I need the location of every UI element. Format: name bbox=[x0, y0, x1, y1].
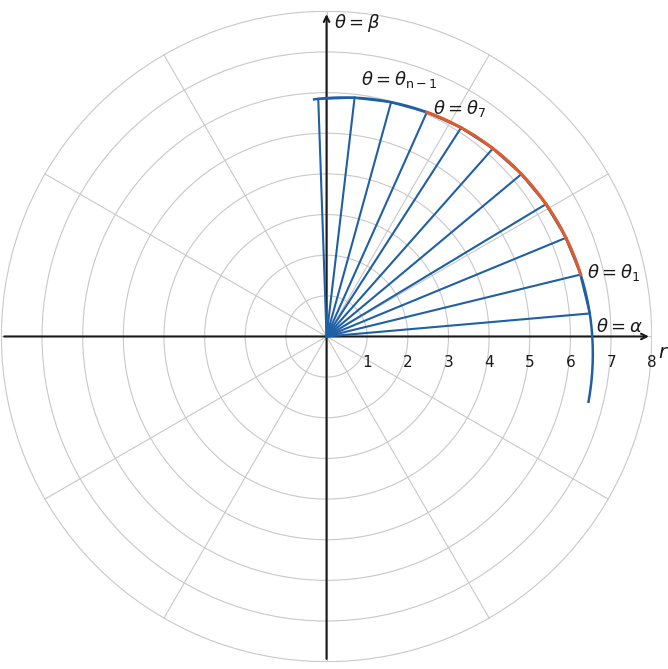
Text: 1: 1 bbox=[362, 355, 372, 370]
Text: 8: 8 bbox=[647, 355, 657, 370]
Text: 5: 5 bbox=[525, 355, 534, 370]
Text: $\theta = \theta_{\mathregular{n}-1}$: $\theta = \theta_{\mathregular{n}-1}$ bbox=[361, 69, 437, 90]
Text: $\theta = \alpha$: $\theta = \alpha$ bbox=[596, 318, 643, 336]
Text: 3: 3 bbox=[444, 355, 454, 370]
Text: 6: 6 bbox=[566, 355, 575, 370]
Text: 2: 2 bbox=[403, 355, 413, 370]
Text: $\theta = \theta_1$: $\theta = \theta_1$ bbox=[587, 262, 640, 283]
Text: 4: 4 bbox=[484, 355, 494, 370]
Text: 7: 7 bbox=[607, 355, 616, 370]
Text: $r$: $r$ bbox=[658, 343, 668, 362]
Text: $\theta = \beta$: $\theta = \beta$ bbox=[334, 12, 380, 34]
Text: $\theta = \theta_7$: $\theta = \theta_7$ bbox=[433, 98, 486, 118]
